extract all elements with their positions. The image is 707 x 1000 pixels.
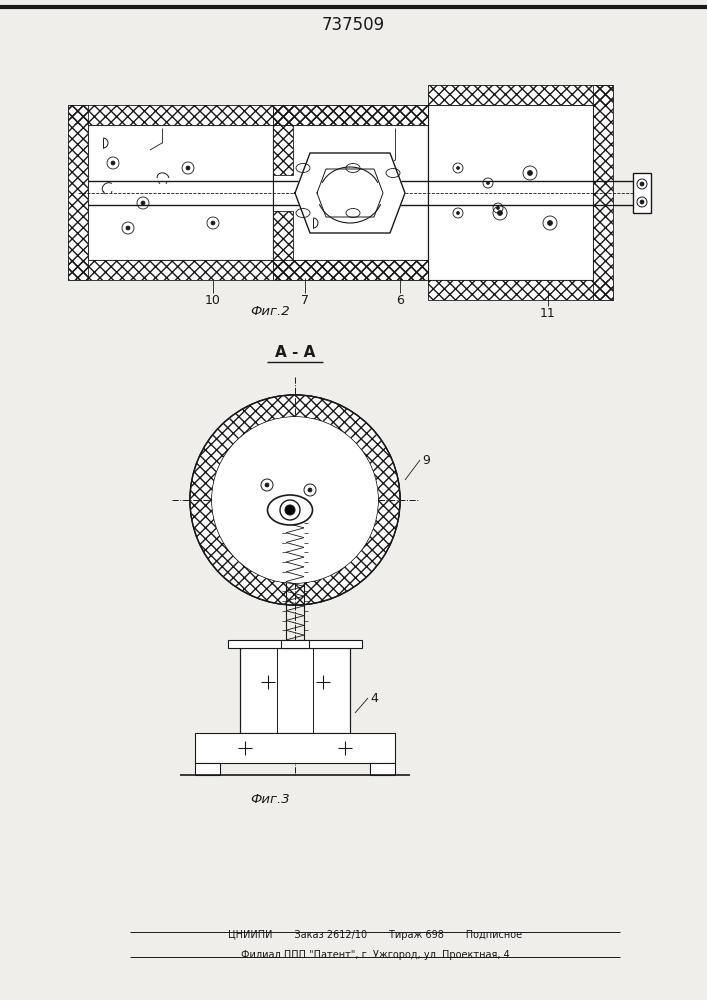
Bar — [428, 280, 613, 300]
Bar — [240, 648, 350, 733]
Bar — [273, 211, 293, 260]
Circle shape — [640, 182, 644, 186]
Text: 9: 9 — [422, 454, 430, 466]
Text: 10: 10 — [205, 294, 221, 307]
Bar — [273, 105, 428, 125]
Bar — [228, 640, 362, 648]
Circle shape — [212, 417, 378, 583]
Text: Фиг.3: Фиг.3 — [250, 793, 290, 806]
Ellipse shape — [267, 495, 312, 525]
Text: Фиг.2: Фиг.2 — [250, 305, 290, 318]
Bar — [68, 260, 293, 280]
Text: Филиал ППП "Патент", г. Ужгород, ул. Проектная, 4: Филиал ППП "Патент", г. Ужгород, ул. Про… — [240, 950, 509, 960]
Circle shape — [285, 505, 295, 515]
Text: 6: 6 — [396, 294, 404, 307]
Bar — [370, 763, 395, 775]
Bar — [68, 105, 88, 280]
Text: 11: 11 — [540, 307, 556, 320]
Circle shape — [280, 500, 300, 520]
Circle shape — [637, 197, 647, 207]
Circle shape — [527, 170, 532, 176]
Text: 14: 14 — [355, 546, 370, 560]
Bar — [68, 105, 293, 125]
Bar — [281, 640, 309, 648]
Polygon shape — [295, 153, 405, 233]
Text: 8: 8 — [391, 114, 399, 127]
Bar — [273, 211, 293, 260]
Circle shape — [304, 484, 316, 496]
Wedge shape — [190, 395, 400, 605]
Text: 4: 4 — [370, 692, 378, 704]
Bar — [68, 105, 88, 280]
Circle shape — [308, 488, 312, 492]
Circle shape — [498, 211, 503, 216]
Bar — [68, 105, 293, 125]
Bar — [593, 85, 613, 300]
Bar — [273, 260, 428, 280]
Bar — [88, 125, 273, 260]
Text: А - А: А - А — [275, 345, 315, 360]
Bar — [428, 85, 613, 105]
Circle shape — [186, 166, 190, 170]
Bar — [593, 85, 613, 300]
Bar — [633, 173, 651, 213]
Bar — [428, 85, 613, 105]
Circle shape — [637, 179, 647, 189]
Circle shape — [211, 221, 215, 225]
Bar — [273, 260, 428, 280]
Circle shape — [486, 182, 489, 184]
Circle shape — [265, 483, 269, 487]
Circle shape — [190, 395, 400, 605]
Circle shape — [212, 417, 378, 583]
Circle shape — [547, 221, 552, 226]
Bar — [273, 125, 293, 175]
Bar — [428, 280, 613, 300]
Bar — [428, 105, 593, 280]
Text: 737509: 737509 — [322, 16, 385, 34]
Circle shape — [141, 201, 145, 205]
Bar — [273, 125, 293, 175]
Bar — [273, 125, 428, 260]
Text: ЦНИИПИ       Заказ 2612/10       Тираж 698       Подписное: ЦНИИПИ Заказ 2612/10 Тираж 698 Подписное — [228, 930, 522, 940]
Bar — [273, 105, 428, 125]
Text: 7: 7 — [301, 294, 309, 307]
Circle shape — [457, 166, 460, 169]
Bar — [273, 260, 428, 280]
Circle shape — [261, 479, 273, 491]
Circle shape — [457, 212, 460, 215]
Bar — [273, 260, 428, 280]
Bar — [195, 763, 220, 775]
Circle shape — [111, 161, 115, 165]
Text: 12: 12 — [147, 114, 163, 127]
Bar — [273, 105, 428, 125]
Circle shape — [126, 226, 130, 230]
Circle shape — [640, 200, 644, 204]
Bar — [273, 105, 428, 125]
Bar — [195, 733, 395, 763]
Circle shape — [496, 207, 500, 210]
Bar — [68, 260, 293, 280]
